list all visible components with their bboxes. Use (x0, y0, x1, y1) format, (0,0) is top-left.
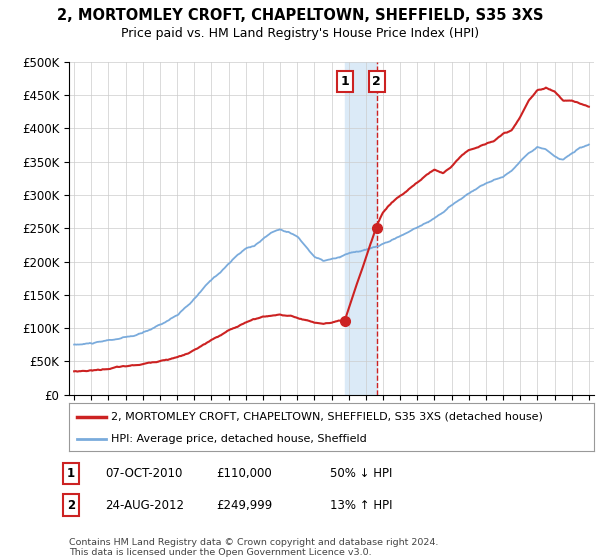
Text: 2, MORTOMLEY CROFT, CHAPELTOWN, SHEFFIELD, S35 3XS (detached house): 2, MORTOMLEY CROFT, CHAPELTOWN, SHEFFIEL… (111, 412, 543, 422)
Text: 2: 2 (373, 75, 381, 88)
Text: 1: 1 (67, 466, 75, 480)
Text: 13% ↑ HPI: 13% ↑ HPI (330, 498, 392, 512)
Text: £110,000: £110,000 (216, 466, 272, 480)
Text: HPI: Average price, detached house, Sheffield: HPI: Average price, detached house, Shef… (111, 434, 367, 444)
Text: Price paid vs. HM Land Registry's House Price Index (HPI): Price paid vs. HM Land Registry's House … (121, 27, 479, 40)
Text: 24-AUG-2012: 24-AUG-2012 (105, 498, 184, 512)
Text: 50% ↓ HPI: 50% ↓ HPI (330, 466, 392, 480)
Bar (345, 62, 377, 395)
Text: Contains HM Land Registry data © Crown copyright and database right 2024.
This d: Contains HM Land Registry data © Crown c… (69, 538, 439, 557)
Text: 07-OCT-2010: 07-OCT-2010 (105, 466, 182, 480)
Text: £249,999: £249,999 (216, 498, 272, 512)
Text: 2, MORTOMLEY CROFT, CHAPELTOWN, SHEFFIELD, S35 3XS: 2, MORTOMLEY CROFT, CHAPELTOWN, SHEFFIEL… (57, 8, 543, 24)
Text: 2: 2 (67, 498, 75, 512)
Text: 1: 1 (341, 75, 349, 88)
